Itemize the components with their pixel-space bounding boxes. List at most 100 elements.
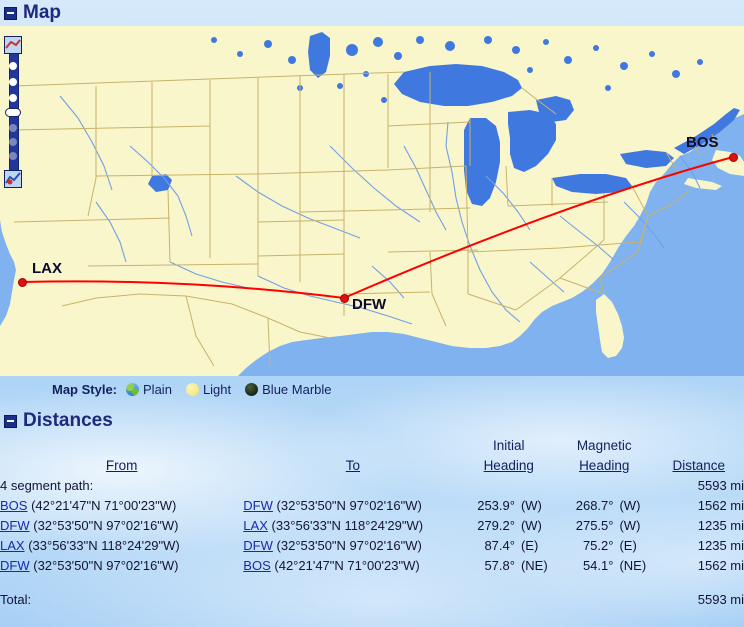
row-magnetic-heading: 75.2° (E) [555, 536, 654, 556]
distances-section-title: Distances [23, 410, 113, 431]
row-to-airport-link[interactable]: DFW [243, 538, 273, 553]
total-row-distance: 5593 mi [697, 592, 744, 607]
row-to-airport-link[interactable]: BOS [243, 558, 271, 573]
map-style-option-blue-marble[interactable]: Blue Marble [245, 382, 332, 397]
total-row-to [243, 590, 462, 610]
airport-marker-dfw[interactable] [340, 294, 349, 303]
row-from-airport-link[interactable]: BOS [0, 498, 28, 513]
row-magnetic-heading-value: 54.1° [582, 558, 614, 573]
row-initial-heading-value: 253.9° [477, 498, 515, 513]
map-panel[interactable]: LAX DFW BOS [0, 26, 744, 376]
airport-label-lax: LAX [32, 260, 62, 277]
map-style-option-light-label: Light [202, 381, 232, 397]
row-initial-heading-value: 87.4° [484, 538, 515, 553]
row-initial-heading: 253.9° (W) [462, 496, 554, 516]
row-to-coords: (33°56'33"N 118°24'29"W) [271, 518, 424, 533]
zoom-in-button[interactable] [4, 170, 22, 188]
row-from: LAX (33°56'33"N 118°24'29"W) [0, 536, 243, 556]
zoom-level-dot[interactable] [9, 94, 17, 102]
row-from-coords: (42°21'47"N 71°00'23"W) [31, 498, 177, 513]
row-from-airport-link[interactable]: DFW [0, 518, 30, 533]
map-graphic [0, 26, 744, 376]
row-from: BOS (42°21'47"N 71°00'23"W) [0, 496, 243, 516]
zoom-level-dot[interactable] [9, 62, 17, 70]
row-to: BOS (42°21'47"N 71°00'23"W) [243, 556, 462, 576]
row-to: DFW (32°53'50"N 97°02'16"W) [243, 496, 462, 516]
row-initial-heading-dir: (NE) [520, 558, 548, 573]
row-initial-heading-dir: (W) [520, 498, 542, 513]
zoom-level-dot[interactable] [9, 152, 17, 160]
row-distance: 1562 mi [697, 498, 744, 513]
row-to-airport-link[interactable]: LAX [243, 518, 268, 533]
column-header-initial-heading-line1: Initial [492, 438, 525, 453]
zoom-level-dot[interactable] [9, 124, 17, 132]
row-initial-heading: 87.4° (E) [462, 536, 554, 556]
row-distance: 1235 mi [697, 538, 744, 553]
distances-table: From To Initial Heading Magnetic Heading… [0, 436, 744, 610]
row-magnetic-heading-value: 268.7° [575, 498, 614, 513]
airport-label-bos: BOS [686, 134, 719, 151]
map-style-option-plain[interactable]: Plain [126, 382, 172, 397]
collapse-distances-icon[interactable] [4, 414, 17, 428]
map-style-bar: Map Style: Plain Light Blue Marble [0, 376, 744, 402]
zoom-slider[interactable] [3, 36, 23, 188]
table-row: DFW (32°53'50"N 97°02'16"W) BOS (42°21'4… [0, 556, 744, 576]
row-to-airport-link[interactable]: DFW [243, 498, 273, 513]
row-to: LAX (33°56'33"N 118°24'29"W) [243, 516, 462, 536]
column-header-from-label[interactable]: From [105, 458, 138, 473]
row-initial-heading-dir: (E) [520, 538, 539, 553]
row-initial-heading-value: 57.8° [484, 558, 515, 573]
column-header-distance[interactable]: Distance [653, 436, 744, 476]
distances-section-header: Distances [0, 402, 744, 436]
row-magnetic-heading: 275.5° (W) [555, 516, 654, 536]
row-from-airport-link[interactable]: DFW [0, 558, 30, 573]
zoom-out-button[interactable] [4, 36, 22, 54]
total-row: Total: 5593 mi [0, 590, 744, 610]
table-header-row: From To Initial Heading Magnetic Heading… [0, 436, 744, 476]
collapse-map-icon[interactable] [4, 6, 17, 20]
table-spacer-row [0, 576, 744, 590]
airport-marker-bos[interactable] [729, 153, 738, 162]
map-style-option-light[interactable]: Light [185, 381, 232, 397]
summary-row-magnetic-heading [555, 476, 654, 496]
spacer-cell [0, 576, 243, 590]
row-from-coords: (32°53'50"N 97°02'16"W) [33, 558, 179, 573]
row-magnetic-heading-dir: (NE) [619, 558, 647, 573]
column-header-magnetic-heading-line2[interactable]: Heading [579, 458, 630, 473]
summary-row-to [243, 476, 462, 496]
zoom-level-dot[interactable] [9, 78, 17, 86]
airport-marker-lax[interactable] [18, 278, 27, 287]
spacer-cell [653, 576, 744, 590]
spacer-cell [462, 576, 554, 590]
column-header-to-label[interactable]: To [345, 458, 361, 473]
row-magnetic-heading-value: 75.2° [582, 538, 614, 553]
column-header-distance-label[interactable]: Distance [672, 458, 725, 473]
column-header-from[interactable]: From [0, 436, 243, 476]
row-from: DFW (32°53'50"N 97°02'16"W) [0, 516, 243, 536]
zoom-slider-thumb[interactable] [5, 108, 21, 117]
map-style-label: Map Style: [52, 381, 118, 397]
globe-blue-marble-icon [245, 382, 259, 396]
column-header-to[interactable]: To [243, 436, 462, 476]
row-from-coords: (32°53'50"N 97°02'16"W) [33, 518, 179, 533]
summary-row-label: 4 segment path: [0, 478, 94, 493]
total-row-label: Total: [0, 592, 32, 607]
zoom-level-dot[interactable] [9, 138, 17, 146]
column-header-magnetic-heading[interactable]: Magnetic Heading [555, 436, 654, 476]
column-header-initial-heading[interactable]: Initial Heading [462, 436, 554, 476]
column-header-magnetic-heading-line1: Magnetic [576, 438, 632, 453]
row-from-airport-link[interactable]: LAX [0, 538, 25, 553]
table-row: BOS (42°21'47"N 71°00'23"W) DFW (32°53'5… [0, 496, 744, 516]
row-from: DFW (32°53'50"N 97°02'16"W) [0, 556, 243, 576]
row-to: DFW (32°53'50"N 97°02'16"W) [243, 536, 462, 556]
row-to-coords: (42°21'47"N 71°00'23"W) [274, 558, 420, 573]
spacer-cell [555, 576, 654, 590]
row-magnetic-heading-dir: (W) [619, 518, 641, 533]
column-header-initial-heading-line2[interactable]: Heading [483, 458, 534, 473]
summary-row-distance: 5593 mi [697, 478, 744, 493]
spacer-cell [243, 576, 462, 590]
row-magnetic-heading: 54.1° (NE) [555, 556, 654, 576]
table-row: DFW (32°53'50"N 97°02'16"W) LAX (33°56'3… [0, 516, 744, 536]
row-initial-heading: 279.2° (W) [462, 516, 554, 536]
row-magnetic-heading-value: 275.5° [575, 518, 614, 533]
